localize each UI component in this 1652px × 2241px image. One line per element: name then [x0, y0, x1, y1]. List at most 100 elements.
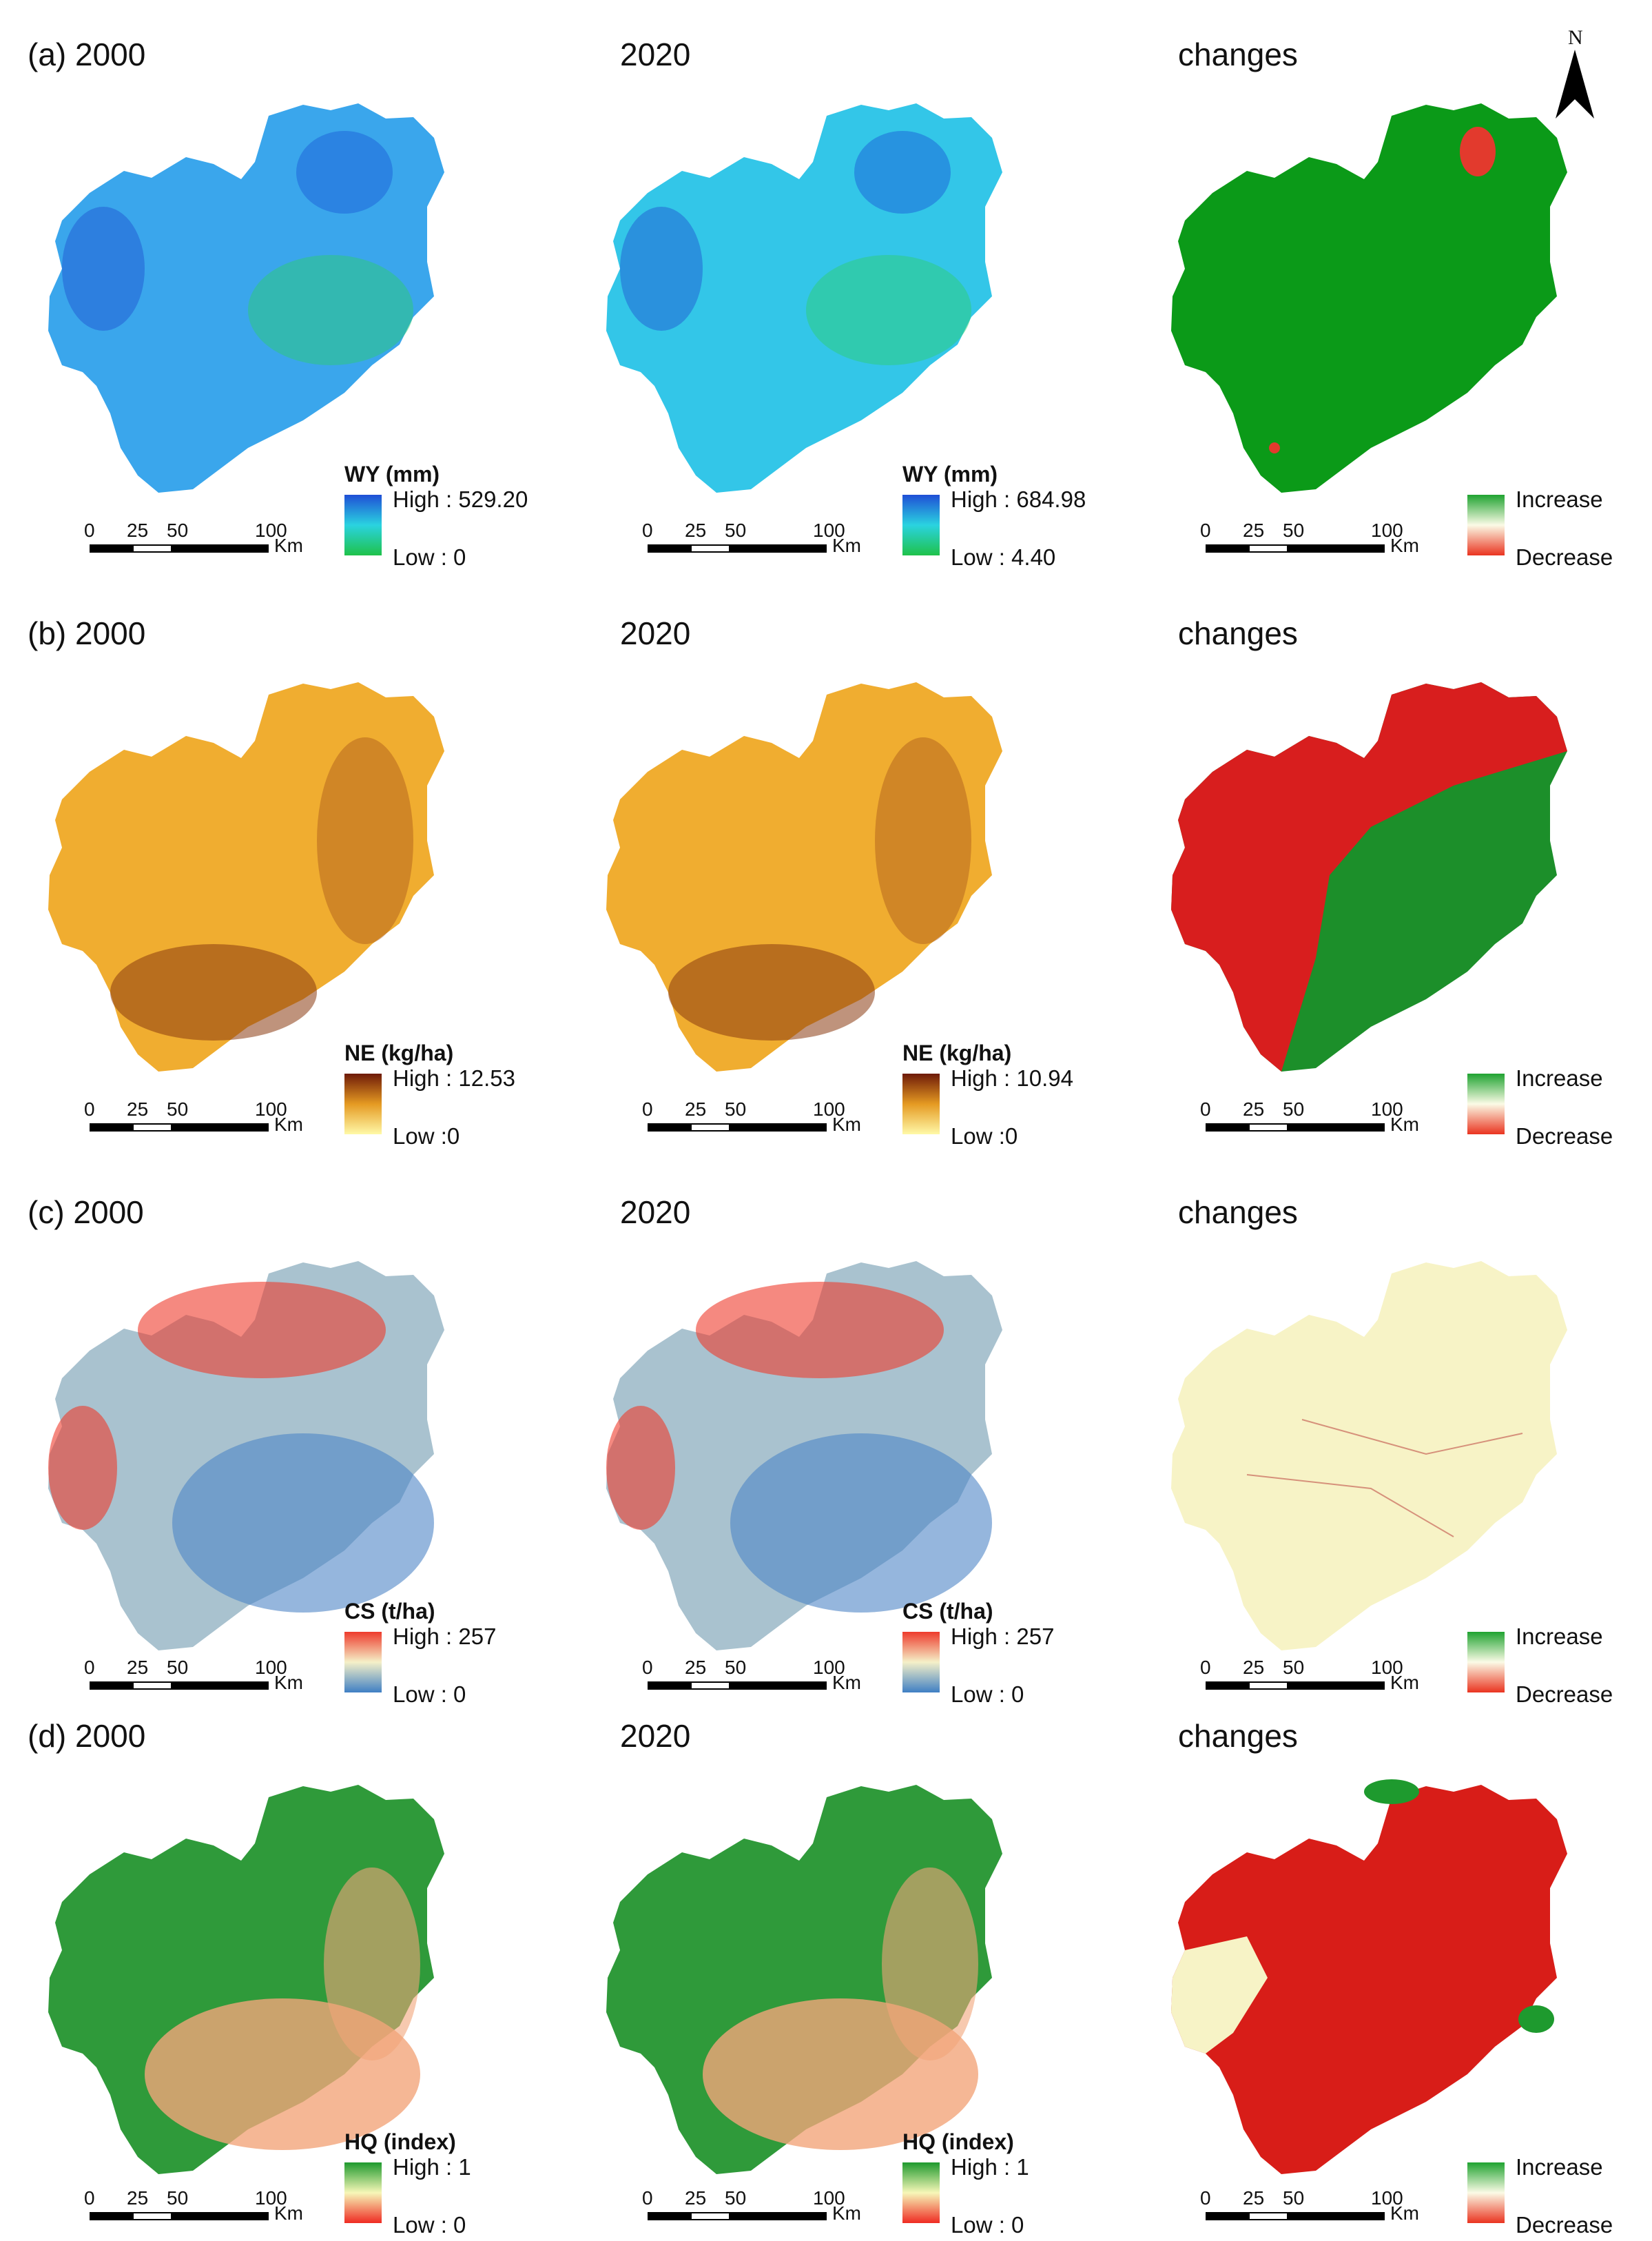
scale-tick-label: 100	[1371, 1098, 1403, 1120]
scale-tick-label: 100	[1371, 1657, 1403, 1678]
scale-tick-label: 25	[127, 520, 149, 541]
scale-bar-segment	[1288, 544, 1385, 553]
scale-unit-label: Km	[274, 2202, 303, 2224]
scale-tick-label: 0	[642, 1098, 653, 1120]
map-panel-ne-change: changes Increase Decrease 0 25 50 100 Km	[1144, 606, 1652, 1151]
scale-bar-segment	[730, 1681, 827, 1690]
legend-increase-label: Increase	[1516, 1065, 1603, 1091]
map-hq_2020	[606, 1785, 1002, 2174]
scale-tick-label: 0	[84, 520, 95, 541]
scale-bar: 0 25 50 100 Km	[1200, 520, 1419, 561]
legend-high-label: High : 684.98	[951, 487, 1086, 512]
legend-color-ramp	[1467, 1074, 1505, 1134]
scale-tick-label: 50	[167, 1657, 189, 1678]
scale-tick-label: 100	[813, 1657, 845, 1678]
scale-tick-label: 50	[725, 1098, 747, 1120]
scale-bar-segment	[1248, 2212, 1288, 2220]
map-panel-hq-2020: 2020 HQ (index) High : 1 Low : 0 0 25 50 100 Km	[579, 1709, 1102, 2240]
scale-bar: 0 25 50 100 Km	[1200, 1657, 1419, 1698]
scale-bar-segment	[132, 1123, 172, 1132]
panel-title: 2020	[620, 1194, 691, 1230]
legend-low-label: Low : 0	[951, 2212, 1024, 2238]
scale-tick-label: 25	[127, 1657, 149, 1678]
scale-tick-label: 0	[642, 2187, 653, 2209]
map-wy_2000	[48, 103, 444, 493]
scale-unit-label: Km	[1390, 2202, 1419, 2224]
scale-bar-segment	[1248, 544, 1288, 553]
legend-color-ramp	[902, 495, 940, 555]
legend-decrease-label: Decrease	[1516, 1123, 1613, 1149]
scale-bar-segment	[690, 2212, 730, 2220]
legend-high-label: High : 10.94	[951, 1065, 1073, 1091]
legend-color-ramp	[344, 1074, 382, 1134]
panel-title: changes	[1178, 1718, 1298, 1754]
scale-unit-label: Km	[274, 1114, 303, 1135]
legend-title: NE (kg/ha)	[344, 1041, 454, 1065]
map-panel-cs-2000: (c) 2000 CS (t/ha) High : 257 Low : 0 0 25 50 1…	[21, 1185, 544, 1709]
scale-unit-label: Km	[832, 2202, 861, 2224]
scale-tick-label: 50	[725, 2187, 747, 2209]
legend-low-label: Low : 0	[951, 1681, 1024, 1707]
scale-tick-label: 100	[1371, 2187, 1403, 2209]
scale-bar-segment	[1206, 1681, 1248, 1690]
legend-increase-label: Increase	[1516, 487, 1603, 512]
north-arrow-icon	[1556, 50, 1594, 119]
scale-bar: 0 25 50 100 Km	[642, 2187, 861, 2229]
scale-bar: 0 25 50 100 Km	[84, 1098, 303, 1140]
scale-tick-label: 50	[1283, 1098, 1305, 1120]
legend-decrease-label: Decrease	[1516, 2212, 1613, 2238]
scale-tick-label: 0	[1200, 1098, 1211, 1120]
map-panel-ne-2000: (b) 2000 NE (kg/ha) High : 12.53 Low :0 0 25 5…	[21, 606, 544, 1151]
panel-title: 2020	[620, 37, 691, 72]
legend-color-ramp	[1467, 495, 1505, 555]
scale-tick-label: 100	[813, 2187, 845, 2209]
scale-bar-segment	[172, 1681, 269, 1690]
legend-increase-label: Increase	[1516, 2154, 1603, 2180]
legend-high-label: High : 12.53	[393, 1065, 515, 1091]
scale-bar-segment	[132, 2212, 172, 2220]
scale-unit-label: Km	[274, 1672, 303, 1693]
legend-title: NE (kg/ha)	[902, 1041, 1012, 1065]
panel-title: changes	[1178, 37, 1298, 72]
scale-bar-segment	[1288, 1123, 1385, 1132]
map-wy_change	[1171, 103, 1567, 493]
scale-tick-label: 100	[255, 1657, 287, 1678]
map-cs_change	[1171, 1261, 1567, 1650]
map-panel-cs-change: changes Increase Decrease 0 25 50 100 Km	[1144, 1185, 1652, 1709]
scale-tick-label: 100	[813, 1098, 845, 1120]
scale-tick-label: 0	[84, 1098, 95, 1120]
legend-color-ramp	[1467, 1632, 1505, 1692]
region-shape	[1171, 103, 1567, 493]
panel-title: (d) 2000	[28, 1718, 146, 1754]
panel-title: 2020	[620, 1718, 691, 1754]
scale-tick-label: 50	[1283, 2187, 1305, 2209]
scale-tick-label: 25	[127, 2187, 149, 2209]
region-shape	[1171, 1261, 1567, 1650]
scale-bar-segment	[690, 1123, 730, 1132]
scale-tick-label: 0	[1200, 520, 1211, 541]
panel-title: (a) 2000	[28, 37, 146, 72]
panel-title: (b) 2000	[28, 615, 146, 651]
map-ne_change	[1171, 682, 1567, 1072]
legend-color-ramp	[902, 1632, 940, 1692]
scale-bar-segment	[1288, 1681, 1385, 1690]
legend-high-label: High : 529.20	[393, 487, 528, 512]
scale-tick-label: 25	[1243, 1657, 1265, 1678]
map-panel-ne-2020: 2020 NE (kg/ha) High : 10.94 Low :0 0 25 50 100…	[579, 606, 1102, 1151]
scale-tick-label: 25	[685, 1098, 707, 1120]
map-hq_change	[1171, 1779, 1567, 2174]
scale-unit-label: Km	[832, 1114, 861, 1135]
scale-tick-label: 50	[167, 520, 189, 541]
panel-title: changes	[1178, 1194, 1298, 1230]
scale-tick-label: 100	[255, 1098, 287, 1120]
map-panel-cs-2020: 2020 CS (t/ha) High : 257 Low : 0 0 25 50 100 Km	[579, 1185, 1102, 1709]
scale-tick-label: 50	[725, 1657, 747, 1678]
legend-low-label: Low : 0	[393, 1681, 466, 1707]
legend-color-ramp	[344, 2162, 382, 2223]
region-shape	[1171, 1785, 1567, 2174]
legend-color-ramp	[902, 1074, 940, 1134]
legend-color-ramp	[344, 1632, 382, 1692]
scale-bar-segment	[1206, 544, 1248, 553]
scale-tick-label: 100	[255, 520, 287, 541]
legend-color-ramp	[1467, 2162, 1505, 2223]
